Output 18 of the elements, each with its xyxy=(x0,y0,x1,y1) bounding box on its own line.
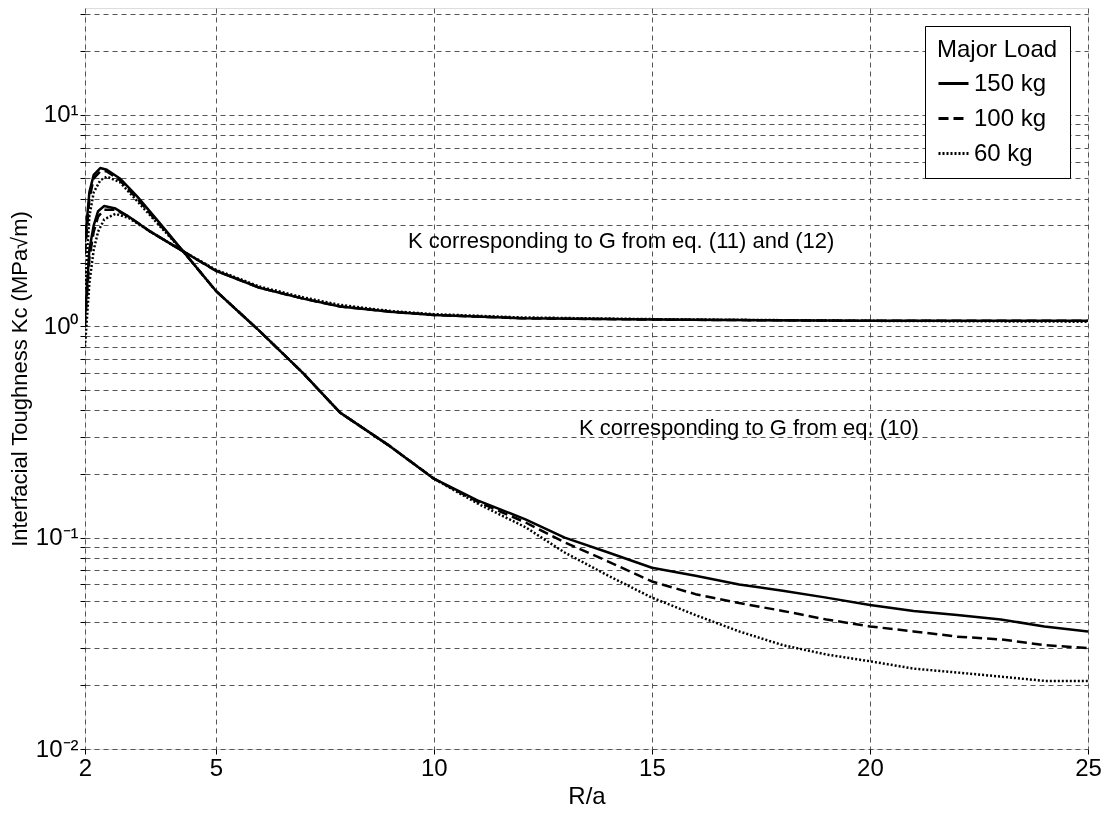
legend-label: 100 kg xyxy=(974,103,1047,131)
x-tick-label: 10 xyxy=(421,753,448,781)
x-tick-label: 5 xyxy=(209,753,224,781)
x-tick-label: 20 xyxy=(857,753,884,781)
y-tick-label: 10⁰ xyxy=(43,311,79,339)
legend-label: 150 kg xyxy=(974,68,1047,96)
legend-title: Major Load xyxy=(937,35,1058,62)
legend-label: 60 kg xyxy=(974,138,1033,166)
annotation: K corresponding to G from eq. (11) and (12) xyxy=(408,227,835,253)
annotation: K corresponding to G from eq. (10) xyxy=(579,415,919,440)
y-tick-label: 10⁻² xyxy=(35,734,79,762)
y-axis-title: Interfacial Toughness Kc (MPa√m) xyxy=(6,211,32,547)
x-tick-label: 2 xyxy=(78,753,93,781)
x-tick-label: 25 xyxy=(1075,753,1102,781)
x-tick-label: 15 xyxy=(639,753,666,781)
y-tick-label: 10¹ xyxy=(43,100,79,128)
x-axis-title: R/a xyxy=(568,781,607,809)
y-tick-label: 10⁻¹ xyxy=(35,523,79,551)
